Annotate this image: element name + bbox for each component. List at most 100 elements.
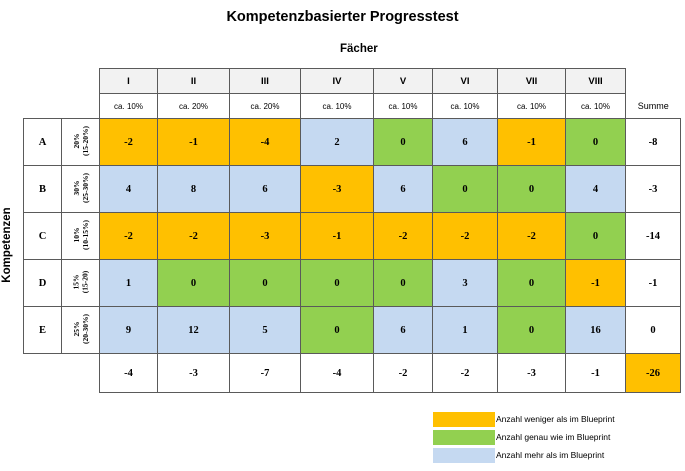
- value-cell: -4: [229, 118, 301, 166]
- row-share-main: 20%: [71, 133, 81, 148]
- value-cell: 0: [373, 118, 433, 166]
- summe-header: Summe: [637, 100, 669, 111]
- value-cell: 0: [229, 259, 301, 307]
- row-share: 20% (15-20%): [72, 126, 90, 156]
- value-cell: 0: [497, 306, 566, 354]
- value-cell: 3: [432, 259, 498, 307]
- value-cell: 9: [99, 306, 158, 354]
- table-row: E 25% (20-30%) 9 12 5 0 6 1 0 16 0: [23, 306, 681, 354]
- row-share-range: (15-20%): [80, 125, 90, 156]
- corner-cell: [24, 354, 62, 393]
- column-header: VII: [497, 68, 566, 94]
- row-share-range: (15-20): [80, 270, 90, 293]
- row-share-cell: 10% (10-15%): [61, 212, 100, 260]
- corner-cell: [62, 354, 100, 393]
- row-share-main: 30%: [71, 180, 81, 195]
- row-share: 10% (10-15%): [72, 220, 90, 250]
- value-cell: 1: [99, 259, 158, 307]
- column-axis-label: Fächer: [340, 43, 378, 55]
- value-cell: -1: [157, 118, 230, 166]
- row-label: B: [23, 165, 62, 213]
- column-sum: -3: [497, 353, 566, 393]
- column-sum: -2: [373, 353, 433, 393]
- value-cell: 1: [432, 306, 498, 354]
- corner-cell: [24, 69, 62, 94]
- corner-cell: [62, 69, 100, 94]
- row-sum: 0: [625, 306, 681, 354]
- value-cell: -2: [99, 212, 158, 260]
- value-cell: 16: [565, 306, 626, 354]
- column-sum: -4: [99, 353, 158, 393]
- row-sum: -14: [625, 212, 681, 260]
- value-cell: -2: [373, 212, 433, 260]
- header-row: I II III IV V VI VII VIII: [24, 68, 681, 94]
- row-share-range: (10-15%): [80, 219, 90, 250]
- row-share-cell: 20% (15-20%): [61, 118, 100, 166]
- page-title: Kompetenzbasierter Progresstest: [226, 9, 459, 25]
- row-label: C: [23, 212, 62, 260]
- blank-cell: [626, 69, 681, 94]
- column-share: ca. 10%: [99, 93, 158, 119]
- value-cell: 6: [229, 165, 301, 213]
- column-header: III: [229, 68, 301, 94]
- column-sum: -2: [432, 353, 498, 393]
- value-cell: -1: [565, 259, 626, 307]
- value-cell: 4: [565, 165, 626, 213]
- row-sum: -3: [625, 165, 681, 213]
- column-sum: -3: [157, 353, 230, 393]
- row-share-range: (20-30%): [80, 313, 90, 344]
- progress-table: I II III IV V VI VII VIII ca. 10% ca. 20% ca. 20% c…: [23, 68, 681, 393]
- legend-swatch: [433, 430, 495, 445]
- row-axis-label: Kompetenzen: [1, 207, 13, 283]
- legend-label: Anzahl mehr als im Blueprint: [496, 450, 605, 460]
- value-cell: -1: [497, 118, 566, 166]
- legend-swatch: [433, 412, 495, 427]
- row-sum: -8: [625, 118, 681, 166]
- value-cell: 0: [432, 165, 498, 213]
- value-cell: -1: [300, 212, 374, 260]
- column-sum: -4: [300, 353, 374, 393]
- value-cell: -3: [229, 212, 301, 260]
- total-sum: -26: [625, 353, 681, 393]
- row-label: D: [23, 259, 62, 307]
- row-share: 25% (20-30%): [72, 314, 90, 344]
- value-cell: -2: [432, 212, 498, 260]
- row-share-cell: 25% (20-30%): [61, 306, 100, 354]
- value-cell: 0: [497, 165, 566, 213]
- column-header: IV: [300, 68, 374, 94]
- row-share-main: 15%: [71, 274, 81, 289]
- column-share: ca. 10%: [432, 93, 498, 119]
- value-cell: 12: [157, 306, 230, 354]
- value-cell: -2: [157, 212, 230, 260]
- value-cell: 2: [300, 118, 374, 166]
- table-row: B 30% (25-30%) 4 8 6 -3 6 0 0 4 -3: [23, 165, 681, 213]
- column-share: ca. 10%: [497, 93, 566, 119]
- value-cell: 0: [157, 259, 230, 307]
- value-cell: 6: [373, 165, 433, 213]
- value-cell: 0: [373, 259, 433, 307]
- table-row: A 20% (15-20%) -2 -1 -4 2 0 6 -1 0 -8: [23, 118, 681, 166]
- value-cell: -3: [300, 165, 374, 213]
- value-cell: 0: [497, 259, 566, 307]
- row-label: E: [23, 306, 62, 354]
- row-share-main: 10%: [71, 227, 81, 242]
- value-cell: -2: [497, 212, 566, 260]
- row-sum: -1: [625, 259, 681, 307]
- corner-cell: [24, 94, 62, 119]
- value-cell: 0: [565, 118, 626, 166]
- row-share-cell: 30% (25-30%): [61, 165, 100, 213]
- corner-cell: [62, 94, 100, 119]
- table-row: C 10% (10-15%) -2 -2 -3 -1 -2 -2 -2 0 -14: [23, 212, 681, 260]
- value-cell: 5: [229, 306, 301, 354]
- row-label: A: [23, 118, 62, 166]
- row-share-main: 25%: [71, 321, 81, 336]
- row-axis-label-wrap: Kompetenzen: [0, 207, 14, 282]
- row-share: 30% (25-30%): [72, 173, 90, 203]
- value-cell: 0: [300, 306, 374, 354]
- legend-label: Anzahl genau wie im Blueprint: [496, 432, 611, 442]
- value-cell: 4: [99, 165, 158, 213]
- table-row: D 15% (15-20) 1 0 0 0 0 3 0 -1 -1: [23, 259, 681, 307]
- column-share: ca. 20%: [229, 93, 301, 119]
- row-share-cell: 15% (15-20): [61, 259, 100, 307]
- value-cell: 0: [565, 212, 626, 260]
